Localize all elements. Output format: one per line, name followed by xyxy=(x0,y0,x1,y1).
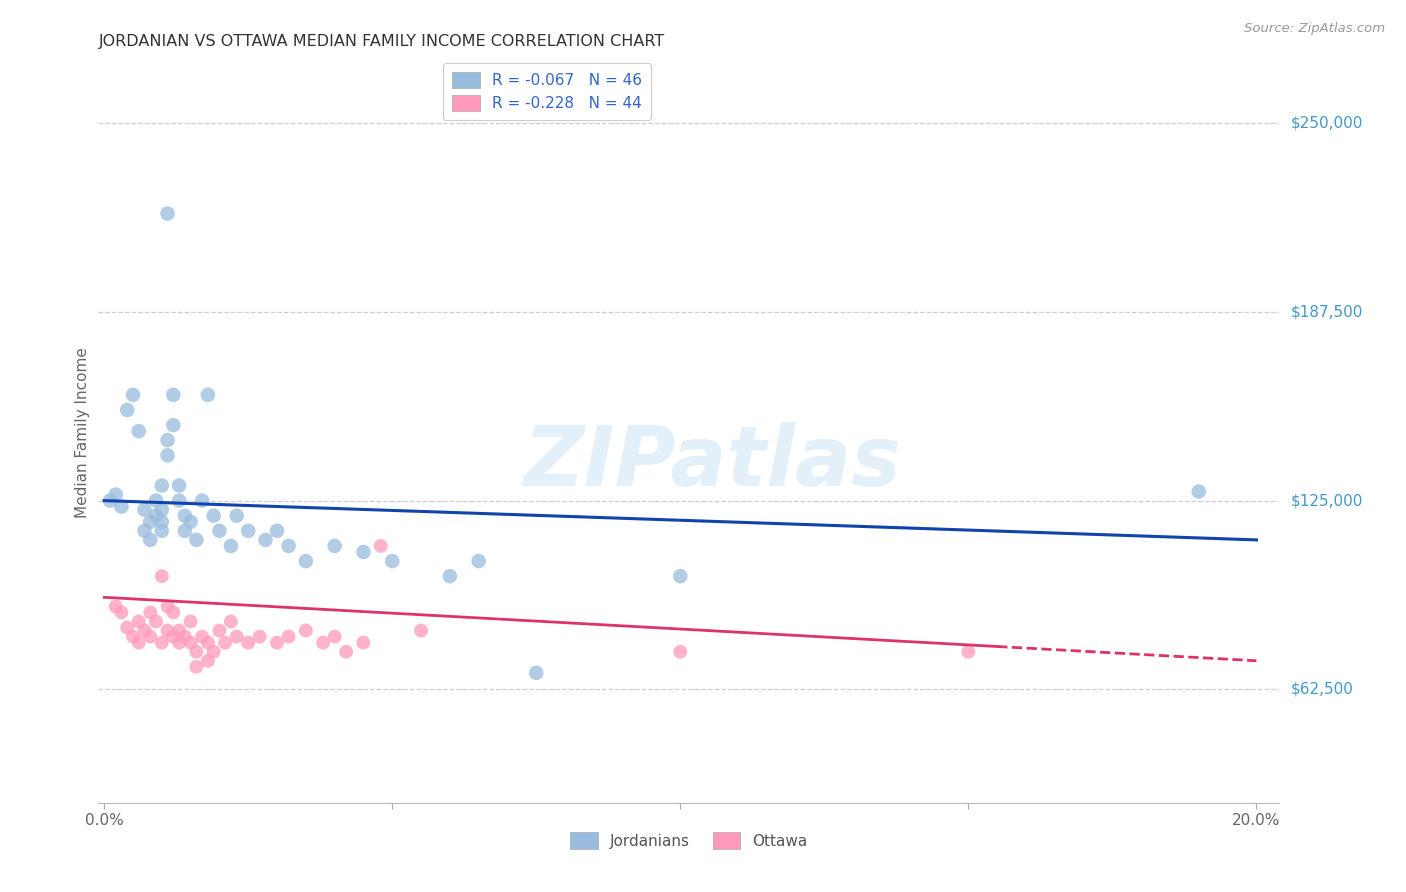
Point xyxy=(197,388,219,402)
Point xyxy=(219,539,242,553)
Point xyxy=(150,524,173,538)
Point xyxy=(1188,484,1211,499)
Point xyxy=(167,624,190,638)
Point xyxy=(139,533,162,547)
Y-axis label: Median Family Income: Median Family Income xyxy=(75,347,90,518)
Point xyxy=(957,645,980,659)
Text: $125,000: $125,000 xyxy=(1291,493,1362,508)
Point xyxy=(128,635,150,649)
Point xyxy=(145,493,167,508)
Point xyxy=(335,645,357,659)
Point xyxy=(295,554,318,568)
Point xyxy=(173,508,195,523)
Point xyxy=(150,502,173,516)
Point xyxy=(191,493,214,508)
Point xyxy=(277,539,299,553)
Point xyxy=(352,545,374,559)
Point xyxy=(134,502,156,516)
Point xyxy=(115,403,138,417)
Point xyxy=(524,665,547,680)
Point xyxy=(167,478,190,492)
Point xyxy=(110,500,132,514)
Point xyxy=(214,635,236,649)
Point xyxy=(186,660,208,674)
Point xyxy=(139,515,162,529)
Text: $187,500: $187,500 xyxy=(1291,304,1362,319)
Legend: Jordanians, Ottawa: Jordanians, Ottawa xyxy=(561,823,817,858)
Text: $250,000: $250,000 xyxy=(1291,115,1362,130)
Point xyxy=(180,615,202,629)
Point xyxy=(381,554,404,568)
Point xyxy=(208,524,231,538)
Point xyxy=(323,630,346,644)
Point xyxy=(145,615,167,629)
Point xyxy=(122,630,145,644)
Point xyxy=(202,645,225,659)
Point xyxy=(156,599,179,614)
Point xyxy=(266,524,288,538)
Text: Source: ZipAtlas.com: Source: ZipAtlas.com xyxy=(1244,22,1385,36)
Point xyxy=(173,630,195,644)
Point xyxy=(669,645,692,659)
Point xyxy=(219,615,242,629)
Point xyxy=(150,635,173,649)
Point xyxy=(173,524,195,538)
Point xyxy=(128,615,150,629)
Point xyxy=(197,635,219,649)
Point xyxy=(162,388,184,402)
Point xyxy=(115,621,138,635)
Point xyxy=(295,624,318,638)
Point xyxy=(134,524,156,538)
Point xyxy=(249,630,271,644)
Point xyxy=(156,433,179,447)
Point xyxy=(167,635,190,649)
Point xyxy=(98,493,121,508)
Point xyxy=(145,508,167,523)
Point xyxy=(238,635,260,649)
Point xyxy=(186,645,208,659)
Point xyxy=(191,630,214,644)
Point xyxy=(225,630,247,644)
Text: JORDANIAN VS OTTAWA MEDIAN FAMILY INCOME CORRELATION CHART: JORDANIAN VS OTTAWA MEDIAN FAMILY INCOME… xyxy=(98,34,665,49)
Point xyxy=(167,493,190,508)
Point xyxy=(669,569,692,583)
Point xyxy=(104,487,127,501)
Point xyxy=(370,539,392,553)
Point xyxy=(150,515,173,529)
Point xyxy=(162,418,184,433)
Text: ZIPatlas: ZIPatlas xyxy=(523,422,901,503)
Point xyxy=(104,599,127,614)
Point xyxy=(312,635,335,649)
Point xyxy=(186,533,208,547)
Point xyxy=(202,508,225,523)
Point xyxy=(150,569,173,583)
Point xyxy=(139,606,162,620)
Point xyxy=(150,478,173,492)
Point xyxy=(156,448,179,462)
Point xyxy=(180,515,202,529)
Text: $62,500: $62,500 xyxy=(1291,682,1354,697)
Point xyxy=(254,533,277,547)
Point xyxy=(156,624,179,638)
Point xyxy=(128,424,150,438)
Point xyxy=(162,630,184,644)
Point xyxy=(110,606,132,620)
Point xyxy=(134,624,156,638)
Point xyxy=(467,554,489,568)
Point xyxy=(180,635,202,649)
Point xyxy=(122,388,145,402)
Point xyxy=(277,630,299,644)
Point xyxy=(197,654,219,668)
Point xyxy=(225,508,247,523)
Point xyxy=(439,569,461,583)
Point xyxy=(208,624,231,638)
Point xyxy=(156,206,179,220)
Point xyxy=(266,635,288,649)
Point xyxy=(409,624,432,638)
Point xyxy=(352,635,374,649)
Point xyxy=(162,606,184,620)
Point xyxy=(238,524,260,538)
Point xyxy=(323,539,346,553)
Point xyxy=(139,630,162,644)
